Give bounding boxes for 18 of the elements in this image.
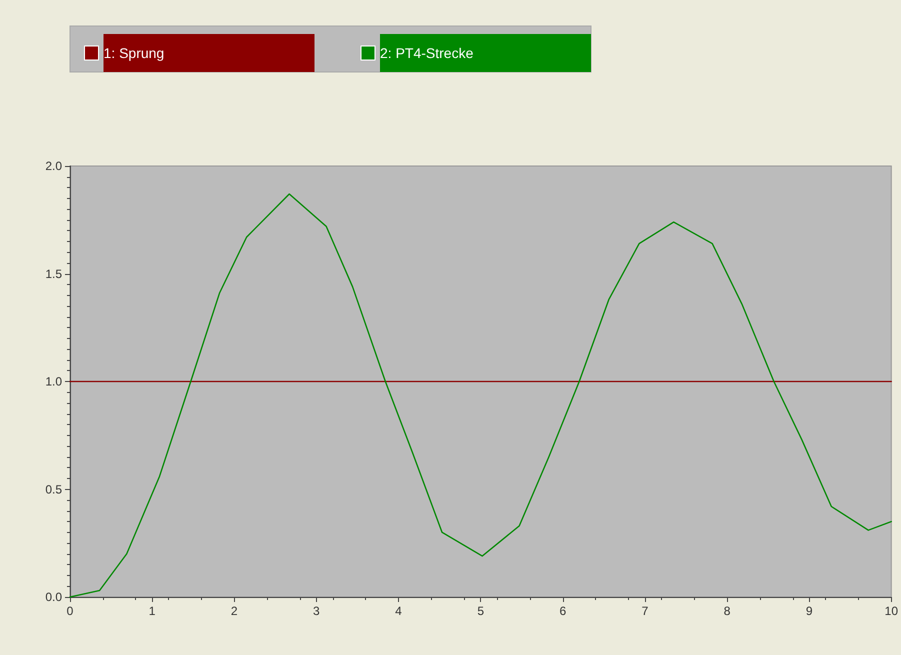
legend-label: 2: PT4-Strecke <box>380 45 474 61</box>
x-tick-label: 10 <box>884 604 898 618</box>
x-tick-label: 6 <box>559 604 566 618</box>
x-tick-label: 8 <box>724 604 731 618</box>
x-tick-label: 4 <box>395 604 402 618</box>
x-tick-label: 5 <box>477 604 484 618</box>
y-tick-label: 2.0 <box>45 159 62 173</box>
y-tick-label: 0.0 <box>45 590 62 604</box>
x-tick-label: 1 <box>148 604 156 618</box>
x-tick-label: 2 <box>230 604 238 618</box>
x-tick-label: 0 <box>66 604 74 618</box>
y-tick-label: 1.0 <box>45 374 62 388</box>
y-tick-label: 1.5 <box>45 266 62 281</box>
legend-label: 1: Sprung <box>104 45 164 61</box>
x-tick-label: 9 <box>806 604 813 618</box>
x-tick-label: 3 <box>313 604 320 618</box>
x-tick-label: 7 <box>642 604 649 618</box>
y-tick-label: 0.5 <box>45 482 62 496</box>
